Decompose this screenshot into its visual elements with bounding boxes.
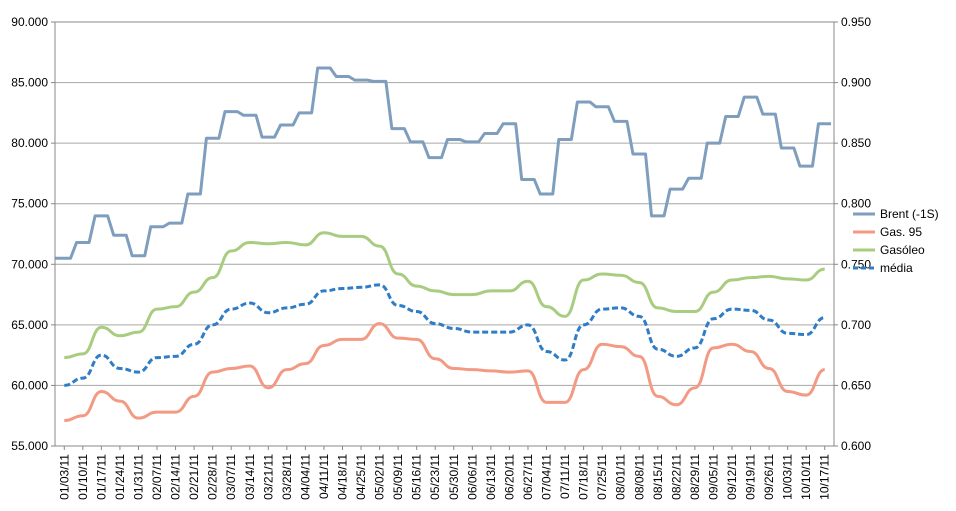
x-tick-label: 03/21/11 bbox=[261, 454, 275, 500]
x-tick-label: 09/05/11 bbox=[706, 454, 720, 500]
legend-label: Gas. 95 bbox=[880, 225, 922, 239]
y-right-tick-label: 0.850 bbox=[841, 136, 871, 150]
x-tick-label: 04/18/11 bbox=[335, 454, 349, 500]
y-right-tick-label: 0.950 bbox=[841, 15, 871, 29]
series-line bbox=[64, 283, 826, 387]
x-tick-label: 01/10/11 bbox=[76, 454, 90, 500]
x-tick-label: 01/24/11 bbox=[113, 454, 127, 500]
y-right-tick-label: 0.650 bbox=[841, 378, 871, 392]
y-left-tick-label: 90.000 bbox=[11, 15, 48, 29]
x-tick-label: 07/11/11 bbox=[558, 454, 572, 499]
x-axis-ticks: 01/03/11 01/10/11 01/17/11 01/24/11 01/31/11… bbox=[57, 446, 832, 500]
legend-label: Brent (-1S) bbox=[880, 207, 939, 221]
x-tick-label: 01/03/11 bbox=[57, 454, 71, 500]
y-left-tick-label: 80.000 bbox=[11, 136, 48, 150]
x-tick-label: 03/07/11 bbox=[224, 454, 238, 500]
x-tick-label: 05/02/11 bbox=[373, 454, 387, 500]
x-tick-label: 07/04/11 bbox=[540, 454, 554, 500]
x-tick-label: 06/20/11 bbox=[502, 454, 516, 500]
series-line bbox=[64, 231, 825, 360]
y-right-tick-label: 0.900 bbox=[841, 76, 871, 90]
x-tick-label: 09/26/11 bbox=[762, 454, 776, 500]
x-tick-label: 06/06/11 bbox=[465, 454, 479, 500]
x-tick-label: 08/08/11 bbox=[632, 454, 646, 500]
x-tick-label: 01/17/11 bbox=[94, 454, 108, 500]
x-tick-label: 10/10/11 bbox=[799, 454, 813, 500]
plot-area-frame bbox=[54, 21, 835, 447]
y-left-tick-label: 55.000 bbox=[11, 439, 48, 453]
x-tick-label: 04/11/11 bbox=[317, 454, 331, 499]
x-tick-label: 06/13/11 bbox=[484, 454, 498, 500]
legend-label: média bbox=[880, 261, 913, 275]
y-left-tick-label: 85.000 bbox=[11, 76, 48, 90]
x-tick-label: 02/14/11 bbox=[169, 454, 183, 500]
legend-label: Gasóleo bbox=[880, 243, 925, 257]
series-line bbox=[64, 322, 826, 423]
y-right-tick-label: 0.700 bbox=[841, 318, 871, 332]
x-tick-label: 01/31/11 bbox=[131, 454, 145, 500]
y-right-tick-label: 0.800 bbox=[841, 197, 871, 211]
y-left-tick-label: 60.000 bbox=[11, 378, 48, 392]
x-tick-label: 07/25/11 bbox=[595, 454, 609, 500]
x-tick-label: 03/14/11 bbox=[243, 454, 257, 500]
x-tick-label: 08/01/11 bbox=[614, 454, 628, 500]
x-tick-label: 08/22/11 bbox=[669, 454, 683, 500]
x-tick-label: 05/30/11 bbox=[447, 454, 461, 500]
x-tick-label: 02/07/11 bbox=[150, 454, 164, 500]
x-tick-label: 04/04/11 bbox=[298, 454, 312, 500]
x-tick-label: 09/19/11 bbox=[744, 454, 758, 500]
x-tick-label: 10/17/11 bbox=[818, 454, 832, 500]
y-axis-left-ticks: 55.000 60.000 65.000 70.000 75.000 80.000 85.0… bbox=[11, 15, 55, 453]
series-line bbox=[55, 66, 831, 260]
x-tick-label: 05/16/11 bbox=[410, 454, 424, 500]
y-left-tick-label: 70.000 bbox=[11, 257, 48, 271]
y-left-tick-label: 75.000 bbox=[11, 197, 48, 211]
x-tick-label: 05/23/11 bbox=[428, 454, 442, 500]
x-tick-label: 02/28/11 bbox=[206, 454, 220, 500]
x-tick-label: 08/15/11 bbox=[651, 454, 665, 500]
y-left-tick-label: 65.000 bbox=[11, 318, 48, 332]
x-tick-label: 06/27/11 bbox=[521, 454, 535, 500]
y-right-tick-label: 0.600 bbox=[841, 439, 871, 453]
x-tick-label: 04/25/11 bbox=[354, 454, 368, 500]
series-lines bbox=[55, 66, 831, 423]
x-tick-label: 07/18/11 bbox=[577, 454, 591, 500]
grid-lines bbox=[55, 21, 834, 447]
x-tick-label: 09/12/11 bbox=[725, 454, 739, 500]
x-tick-label: 02/21/11 bbox=[187, 454, 201, 500]
legend: Brent (-1S) Gas. 95 Gasóleo média bbox=[853, 207, 939, 275]
x-tick-label: 03/28/11 bbox=[280, 454, 294, 500]
x-tick-label: 10/03/11 bbox=[781, 454, 795, 500]
x-tick-label: 08/29/11 bbox=[688, 454, 702, 500]
x-tick-label: 05/09/11 bbox=[391, 454, 405, 500]
